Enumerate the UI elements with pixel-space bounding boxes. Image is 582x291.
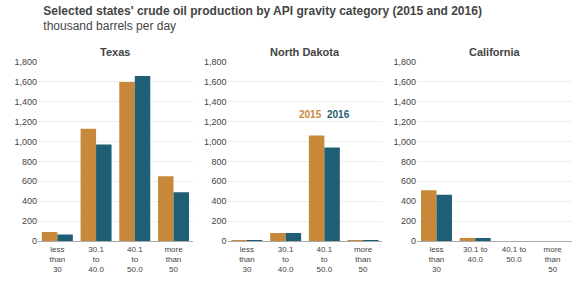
svg-text:morethan50: morethan50 [354,245,373,275]
svg-text:1,000: 1,000 [14,137,37,147]
svg-text:1,200: 1,200 [394,117,417,127]
svg-text:morethan50: morethan50 [164,245,183,275]
svg-text:0: 0 [32,236,37,246]
svg-text:600: 600 [22,176,37,186]
svg-text:2016: 2016 [327,109,350,120]
svg-text:200: 200 [22,216,37,226]
svg-text:800: 800 [22,157,37,167]
svg-text:1,200: 1,200 [14,117,37,127]
svg-text:1,800: 1,800 [394,57,417,67]
svg-text:200: 200 [212,216,227,226]
svg-text:1,000: 1,000 [394,137,417,147]
svg-text:lessthan30: lessthan30 [50,245,66,275]
svg-text:30.1 to40.0: 30.1 to40.0 [463,245,488,264]
svg-text:40.1to50.0: 40.1to50.0 [127,245,143,275]
svg-text:200: 200 [401,216,416,226]
svg-text:Texas: Texas [100,46,130,58]
svg-text:lessthan30: lessthan30 [429,245,445,275]
svg-text:1,800: 1,800 [204,57,227,67]
svg-text:0: 0 [222,236,227,246]
svg-text:1,200: 1,200 [204,117,227,127]
svg-text:800: 800 [212,157,227,167]
svg-text:30.1to40.0: 30.1to40.0 [278,245,294,275]
svg-text:1,600: 1,600 [14,77,37,87]
svg-text:California: California [469,46,521,58]
svg-text:North Dakota: North Dakota [270,46,340,58]
svg-text:800: 800 [401,157,416,167]
svg-text:30.1to40.0: 30.1to40.0 [88,245,104,275]
svg-text:400: 400 [212,196,227,206]
svg-text:1,600: 1,600 [394,77,417,87]
svg-text:40.1 to50.0: 40.1 to50.0 [502,245,527,264]
svg-text:1,400: 1,400 [204,97,227,107]
svg-text:Selected states' crude oil pro: Selected states' crude oil production by… [43,4,482,34]
svg-text:1,600: 1,600 [204,77,227,87]
svg-text:lessthan30: lessthan30 [239,245,255,275]
svg-text:1,000: 1,000 [204,137,227,147]
svg-text:400: 400 [22,196,37,206]
svg-text:600: 600 [401,176,416,186]
svg-text:morethan50: morethan50 [544,245,563,275]
svg-text:400: 400 [401,196,416,206]
svg-text:1,800: 1,800 [14,57,37,67]
svg-text:40.1to50.0: 40.1to50.0 [317,245,333,275]
svg-text:600: 600 [212,176,227,186]
svg-text:2015: 2015 [299,109,322,120]
svg-text:1,400: 1,400 [394,97,417,107]
svg-text:0: 0 [411,236,416,246]
svg-text:1,400: 1,400 [14,97,37,107]
